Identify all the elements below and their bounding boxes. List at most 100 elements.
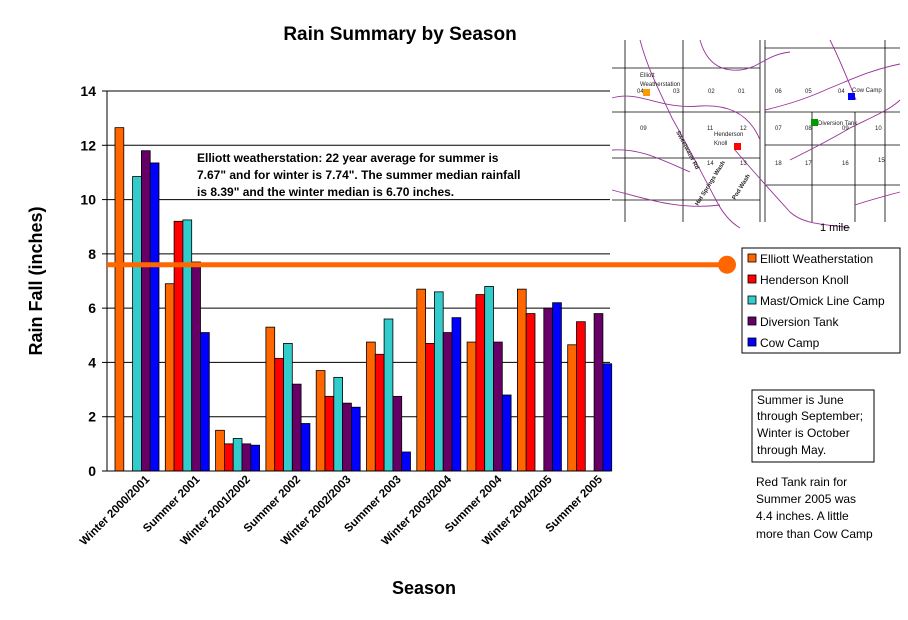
bar-diversion-tank	[493, 341, 503, 472]
legend-swatch	[747, 253, 757, 263]
bar-henderson-knoll	[525, 313, 536, 472]
bar-elliott-weatherstation	[315, 370, 326, 472]
bar-henderson-knoll	[374, 353, 385, 472]
red-tank-line-4: more than Cow Camp	[756, 527, 873, 541]
svg-text:01: 01	[738, 89, 745, 95]
x-axis-title: Season	[392, 578, 456, 598]
y-axis-title: Rain Fall (inches)	[26, 206, 46, 355]
bar-mast-omick-line-camp	[383, 318, 394, 472]
map-marker-elliott	[643, 89, 650, 96]
legend-swatch	[747, 295, 757, 305]
map-section-grid	[612, 40, 900, 222]
svg-text:08: 08	[805, 126, 812, 132]
bar-mast-omick-line-camp	[433, 291, 444, 472]
bar-henderson-knoll	[223, 443, 234, 472]
map-label-cow-camp: Cow Camp	[852, 88, 882, 94]
bar-diversion-tank	[442, 332, 453, 472]
svg-text:06: 06	[775, 89, 782, 95]
season-note-line-2: through September;	[757, 409, 863, 423]
season-note-line-4: through May.	[757, 443, 826, 457]
svg-text:03: 03	[673, 89, 680, 95]
map-marker-cow-camp	[848, 93, 855, 100]
red-tank-line-3: 4.4 inches. A little	[756, 509, 849, 523]
season-note-line-1: Summer is June	[757, 393, 844, 407]
bar-cow-camp	[602, 363, 613, 472]
bar-cow-camp	[200, 332, 210, 472]
svg-text:10: 10	[875, 126, 882, 132]
bar-mast-omick-line-camp	[333, 376, 343, 472]
bar-elliott-weatherstation	[517, 288, 527, 472]
annotation-line-3: is 8.39" and the winter median is 6.70 i…	[197, 185, 454, 199]
chart-title: Rain Summary by Season	[283, 24, 516, 45]
svg-text:04: 04	[637, 89, 644, 95]
legend-box	[741, 247, 901, 354]
bar-cow-camp	[401, 451, 411, 472]
map-scale-label: 1 mile	[820, 222, 849, 234]
x-category-label: Winter 2000/2001	[78, 473, 153, 548]
bar-elliott-weatherstation	[366, 341, 376, 472]
annotation-note: Elliott weatherstation: 22 year average …	[197, 151, 520, 199]
legend-label: Mast/Omick Line Camp	[760, 294, 885, 308]
y-tick-label: 8	[88, 246, 96, 262]
bar-elliott-weatherstation	[114, 127, 125, 472]
svg-text:05: 05	[805, 89, 812, 95]
svg-text:09: 09	[640, 126, 647, 132]
location-map: 04 03 02 01 09 11 12 14 13 06 05 04 07 0…	[611, 37, 901, 234]
bar-henderson-knoll	[475, 294, 486, 472]
map-label-henderson-2: Knoll	[714, 141, 727, 147]
average-reference-line	[107, 255, 736, 274]
bar-cow-camp	[451, 317, 462, 472]
bar-diversion-tank	[291, 383, 302, 472]
annotation-line-1: Elliott weatherstation: 22 year average …	[197, 151, 499, 165]
bar-diversion-tank	[342, 402, 352, 472]
y-tick-label: 14	[80, 83, 96, 99]
y-tick-label: 2	[88, 409, 96, 425]
reference-line-end-marker	[718, 255, 736, 274]
legend-swatch	[747, 316, 757, 326]
season-note-box	[751, 389, 875, 463]
bar-henderson-knoll	[425, 343, 435, 472]
map-marker-diversion-tank	[811, 119, 818, 126]
bar-henderson-knoll	[173, 220, 184, 472]
legend-label: Cow Camp	[760, 336, 820, 350]
legend-label: Henderson Knoll	[760, 273, 849, 287]
bar-diversion-tank	[392, 395, 403, 472]
svg-text:14: 14	[707, 161, 714, 167]
legend-label: Diversion Tank	[760, 315, 839, 329]
bar-diversion-tank	[241, 443, 252, 472]
bar-cow-camp	[552, 302, 562, 472]
bar-henderson-knoll	[324, 395, 335, 472]
y-tick-label: 4	[88, 354, 96, 370]
svg-text:12: 12	[740, 126, 747, 132]
legend: Elliott Weatherstation Henderson Knoll Mas…	[741, 247, 901, 354]
bar-mast-omick-line-camp	[484, 286, 494, 472]
bar-cow-camp	[501, 394, 512, 472]
y-tick-labels: 0 2 4 6 8 10 12 14	[80, 83, 96, 479]
bar-diversion-tank	[191, 261, 201, 472]
svg-text:11: 11	[707, 126, 714, 132]
map-label-diversion-tank: Diversion Tank	[818, 121, 858, 127]
bar-cow-camp	[350, 406, 361, 472]
svg-text:04: 04	[838, 89, 845, 95]
map-section-numbers: 04 03 02 01 09 11 12 14 13 06 05 04 07 0…	[637, 89, 885, 167]
bar-cow-camp	[300, 423, 311, 472]
y-tick-label: 10	[80, 192, 96, 208]
svg-text:16: 16	[842, 161, 849, 167]
bar-henderson-knoll	[576, 321, 586, 472]
y-tick-label: 12	[80, 137, 96, 153]
bar-cow-camp	[149, 162, 160, 472]
svg-text:09: 09	[842, 126, 849, 132]
bar-mast-omick-line-camp	[182, 219, 193, 472]
season-note: Summer is June through September; Winter…	[751, 389, 875, 463]
red-tank-line-2: Summer 2005 was	[756, 492, 856, 506]
bar-mast-omick-line-camp	[132, 176, 142, 472]
axes	[106, 91, 610, 472]
legend-swatch	[747, 274, 757, 284]
red-tank-line-1: Red Tank rain for	[756, 475, 847, 489]
bar-diversion-tank	[593, 313, 604, 472]
svg-text:17: 17	[805, 161, 812, 167]
red-tank-note: Red Tank rain for Summer 2005 was 4.4 in…	[756, 475, 873, 541]
bar-mast-omick-line-camp	[283, 343, 293, 472]
map-label-henderson-1: Henderson	[714, 132, 743, 138]
